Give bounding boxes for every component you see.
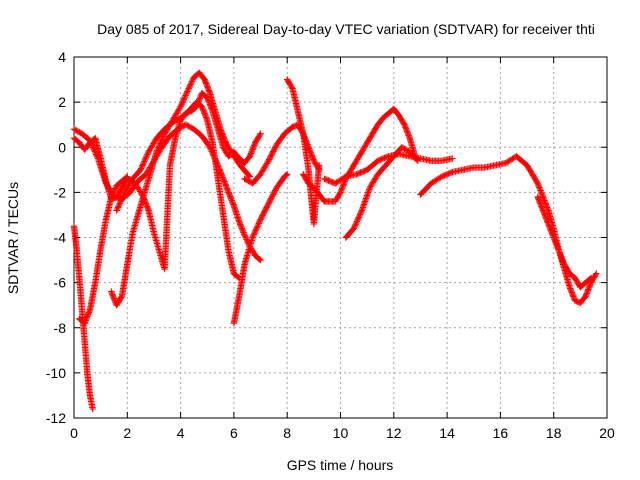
x-tick-label: 8 [283,425,291,441]
x-tick-label: 18 [546,425,562,441]
y-tick-label: 2 [58,94,66,110]
x-axis-title: GPS time / hours [287,457,394,473]
x-tick-label: 2 [123,425,131,441]
series-markers [300,105,419,205]
series-pass-a [70,223,96,413]
x-tick-label: 20 [599,425,615,441]
series-markers [70,223,96,413]
grid [74,57,607,418]
series-pass-m [417,153,600,307]
series-markers [70,89,264,273]
x-tick-label: 16 [493,425,509,441]
series-pass-l [342,144,421,241]
x-axis-ticks: 0 2 4 6 8 10 12 14 16 18 20 [70,57,615,441]
y-tick-label: 0 [58,139,66,155]
chart-title: Day 085 of 2017, Sidereal Day-to-day VTE… [97,21,595,37]
series-markers [284,76,323,228]
y-tick-label: -2 [54,184,67,200]
series-markers [230,171,291,327]
series-pass-f [70,89,264,273]
y-tick-label: -12 [46,410,66,426]
series-pass-j [300,105,419,205]
series-pass-g [230,171,291,327]
x-tick-label: 10 [333,425,349,441]
y-tick-label: 4 [58,49,66,65]
y-tick-label: -4 [54,230,67,246]
data-series [70,69,600,413]
series-markers [76,173,131,327]
series-markers [342,144,421,241]
x-tick-label: 14 [439,425,455,441]
x-tick-label: 0 [70,425,78,441]
series-markers [534,193,595,291]
x-tick-label: 4 [177,425,185,441]
series-pass-n [534,193,595,291]
x-tick-label: 12 [386,425,402,441]
series-pass-b [76,173,131,327]
y-tick-label: -8 [54,320,67,336]
y-tick-label: -10 [46,365,66,381]
y-axis-ticks: -12 -10 -8 -6 -4 -2 0 2 4 [46,49,607,426]
y-tick-label: -6 [54,275,67,291]
series-pass-i [284,76,323,228]
y-axis-title: SDTVAR / TECUs [5,182,21,294]
series-markers [417,153,600,307]
x-tick-label: 6 [230,425,238,441]
